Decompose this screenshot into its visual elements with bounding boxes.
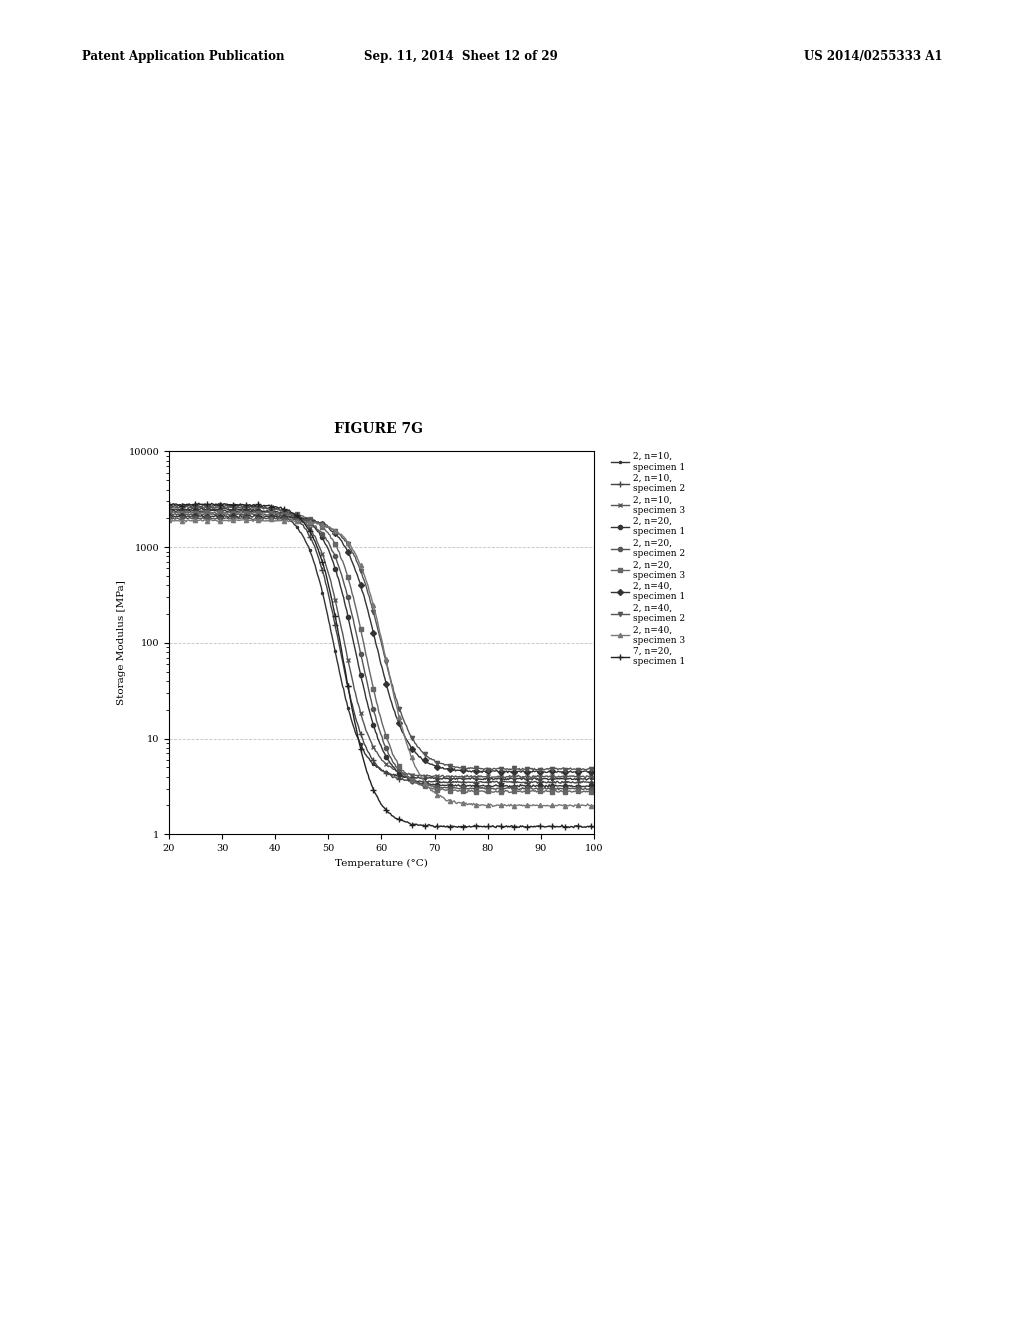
Text: US 2014/0255333 A1: US 2014/0255333 A1 — [804, 50, 942, 63]
Y-axis label: Storage Modulus [MPa]: Storage Modulus [MPa] — [117, 581, 126, 705]
Legend: 2, n=10,
specimen 1, 2, n=10,
specimen 2, 2, n=10,
specimen 3, 2, n=20,
specimen: 2, n=10, specimen 1, 2, n=10, specimen 2… — [611, 453, 685, 667]
X-axis label: Temperature (°C): Temperature (°C) — [335, 858, 428, 867]
Text: FIGURE 7G: FIGURE 7G — [335, 421, 423, 436]
Text: Sep. 11, 2014  Sheet 12 of 29: Sep. 11, 2014 Sheet 12 of 29 — [364, 50, 558, 63]
Text: Patent Application Publication: Patent Application Publication — [82, 50, 285, 63]
